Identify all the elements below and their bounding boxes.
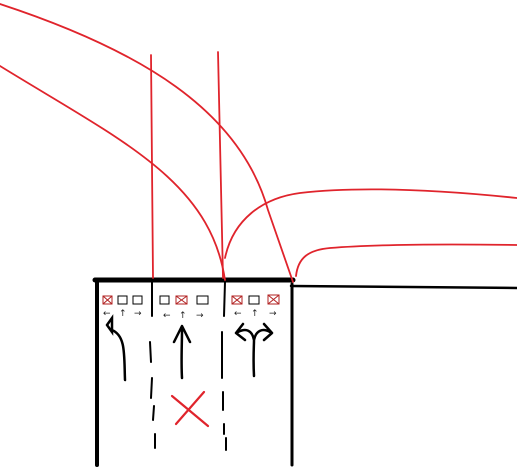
signal-light-left (159, 295, 170, 305)
signal-head-right-lane (231, 294, 280, 305)
path-right-curve-upper (224, 188, 517, 259)
lane-divider-1 (149, 281, 156, 449)
closed-x-marker (170, 390, 210, 428)
signal-x-right (267, 294, 280, 305)
signal-light-right (132, 295, 143, 305)
lane-left: ← ↑ → (102, 295, 143, 382)
path-right-curve-lower (295, 243, 517, 277)
cross-road-edge (289, 284, 517, 290)
path-vertical-2 (217, 51, 224, 279)
lane-middle: ← ↑ → (159, 295, 209, 380)
signal-head-middle-lane (159, 295, 209, 305)
signal-label-right: → (196, 311, 204, 321)
signal-light-straight (117, 295, 128, 305)
path-vertical-1 (150, 54, 154, 279)
signal-head-left-lane (102, 295, 143, 305)
signal-light-straight (248, 295, 260, 305)
signal-label-right: → (269, 309, 277, 319)
signal-label-straight: ↑ (251, 309, 259, 319)
left-right-arrow (234, 322, 274, 378)
signal-label-left: ← (103, 309, 111, 319)
signal-label-right: → (134, 309, 142, 319)
signal-label-straight: ↑ (119, 309, 127, 319)
signal-light-right (196, 295, 209, 305)
left-turn-arrow (105, 314, 127, 382)
signal-label-left: ← (234, 309, 242, 319)
lane-right: ← ↑ → (231, 294, 280, 378)
signal-x-left (102, 295, 113, 305)
signal-x-straight (175, 295, 188, 305)
path-outer-curve (0, 3, 294, 283)
lane-divider-2 (221, 281, 227, 451)
traffic-paths (0, 3, 517, 283)
road-outline (92, 277, 517, 467)
signal-label-left: ← (163, 311, 171, 321)
signal-label-straight: ↑ (179, 311, 187, 321)
straight-arrow (172, 324, 192, 380)
signal-x-left (231, 295, 243, 305)
